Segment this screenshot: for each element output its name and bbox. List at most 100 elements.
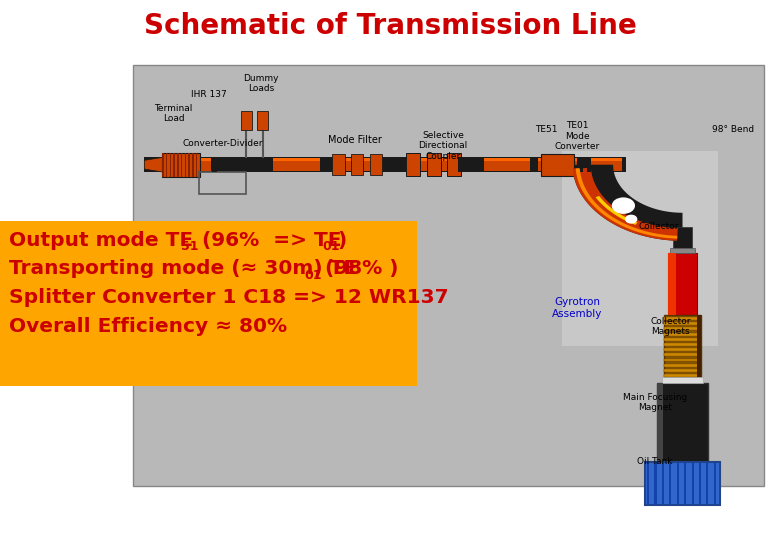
Text: 01: 01	[304, 269, 321, 282]
Text: Transporting mode (≈ 30m) TE: Transporting mode (≈ 30m) TE	[9, 259, 357, 279]
Bar	[538, 158, 577, 161]
Bar	[185, 153, 186, 177]
Text: Selective
Directional
Coupler: Selective Directional Coupler	[418, 131, 468, 161]
Bar	[477, 157, 482, 172]
Bar	[664, 369, 701, 372]
Bar	[273, 158, 320, 161]
Bar	[662, 377, 703, 383]
Bar	[168, 158, 211, 171]
Text: ): )	[337, 231, 346, 250]
Bar	[173, 153, 175, 177]
Bar	[668, 253, 676, 315]
Bar	[166, 153, 168, 177]
Polygon shape	[573, 168, 678, 241]
Bar	[684, 462, 686, 505]
Bar	[647, 462, 649, 505]
Bar	[664, 327, 701, 330]
Text: Collector
Magnets: Collector Magnets	[651, 317, 691, 336]
Text: Schematic of Transmission Line: Schematic of Transmission Line	[144, 12, 636, 40]
Bar	[668, 253, 697, 315]
Text: Main Focusing
Magnet: Main Focusing Magnet	[623, 393, 687, 412]
Bar	[192, 153, 193, 177]
Bar	[168, 158, 211, 161]
Text: Overall Efficiency ≈ 80%: Overall Efficiency ≈ 80%	[9, 316, 288, 336]
Polygon shape	[576, 168, 677, 239]
Bar	[406, 158, 452, 161]
Bar	[657, 383, 663, 462]
Text: Collector: Collector	[639, 222, 679, 231]
Bar	[707, 462, 708, 505]
Bar	[699, 462, 701, 505]
Bar	[664, 338, 701, 341]
Bar	[664, 333, 701, 335]
Bar	[532, 157, 537, 172]
Bar	[562, 151, 718, 346]
Bar	[447, 153, 461, 176]
Text: Converter-Divider: Converter-Divider	[182, 139, 263, 147]
Text: Terminal
Load: Terminal Load	[154, 104, 193, 123]
Bar	[0, 221, 417, 386]
Polygon shape	[573, 165, 682, 241]
Bar	[267, 157, 271, 172]
Bar	[664, 353, 701, 356]
Polygon shape	[596, 196, 637, 225]
Text: Oil Tank: Oil Tank	[637, 457, 673, 466]
Bar	[579, 157, 583, 172]
Bar	[692, 462, 693, 505]
Bar	[697, 315, 701, 377]
Bar	[392, 157, 396, 172]
Text: IHR 137: IHR 137	[191, 90, 227, 99]
Bar	[189, 153, 190, 177]
Bar	[589, 158, 624, 161]
Bar	[538, 158, 577, 171]
Text: TE01
Mode
Converter: TE01 Mode Converter	[555, 121, 600, 151]
Text: Mode Filter: Mode Filter	[328, 136, 382, 145]
Bar	[257, 111, 268, 130]
Bar	[212, 157, 217, 172]
Text: Dummy
Loads: Dummy Loads	[243, 74, 279, 93]
Bar	[177, 153, 179, 177]
Bar	[670, 248, 695, 253]
Bar	[170, 153, 172, 177]
Bar	[406, 153, 420, 176]
Circle shape	[626, 215, 636, 223]
Text: 98° Bend: 98° Bend	[712, 125, 754, 134]
Bar	[458, 157, 463, 172]
Bar	[144, 157, 624, 172]
Text: 51: 51	[181, 240, 198, 253]
Bar	[714, 462, 716, 505]
Bar	[646, 462, 720, 505]
Bar	[662, 462, 664, 505]
Bar	[664, 315, 701, 377]
Bar	[673, 227, 692, 248]
Text: 01: 01	[322, 240, 339, 253]
Text: (98% ): (98% )	[318, 259, 399, 279]
Bar	[664, 364, 701, 367]
Bar	[484, 158, 530, 171]
Polygon shape	[144, 157, 164, 172]
Bar	[273, 158, 320, 171]
Bar	[181, 153, 183, 177]
Bar	[370, 154, 382, 175]
Text: Splitter Converter 1 C18 => 12 WR137: Splitter Converter 1 C18 => 12 WR137	[9, 288, 449, 307]
Bar	[406, 158, 452, 171]
Bar	[541, 154, 574, 176]
Bar	[321, 157, 326, 172]
Bar	[133, 65, 764, 486]
Bar	[335, 158, 382, 161]
Bar	[162, 153, 164, 177]
Text: Gyrotron
Assembly: Gyrotron Assembly	[552, 297, 602, 319]
Bar	[664, 359, 701, 361]
Bar	[587, 157, 591, 172]
Bar	[669, 462, 672, 505]
Bar	[427, 153, 441, 176]
Bar	[162, 153, 200, 177]
Text: (96%  => TE: (96% => TE	[195, 231, 342, 250]
Bar	[622, 157, 626, 172]
Bar	[664, 348, 701, 351]
Bar	[664, 374, 701, 377]
Bar	[335, 158, 382, 171]
Bar	[677, 462, 679, 505]
Circle shape	[612, 198, 634, 213]
Bar	[351, 154, 363, 175]
